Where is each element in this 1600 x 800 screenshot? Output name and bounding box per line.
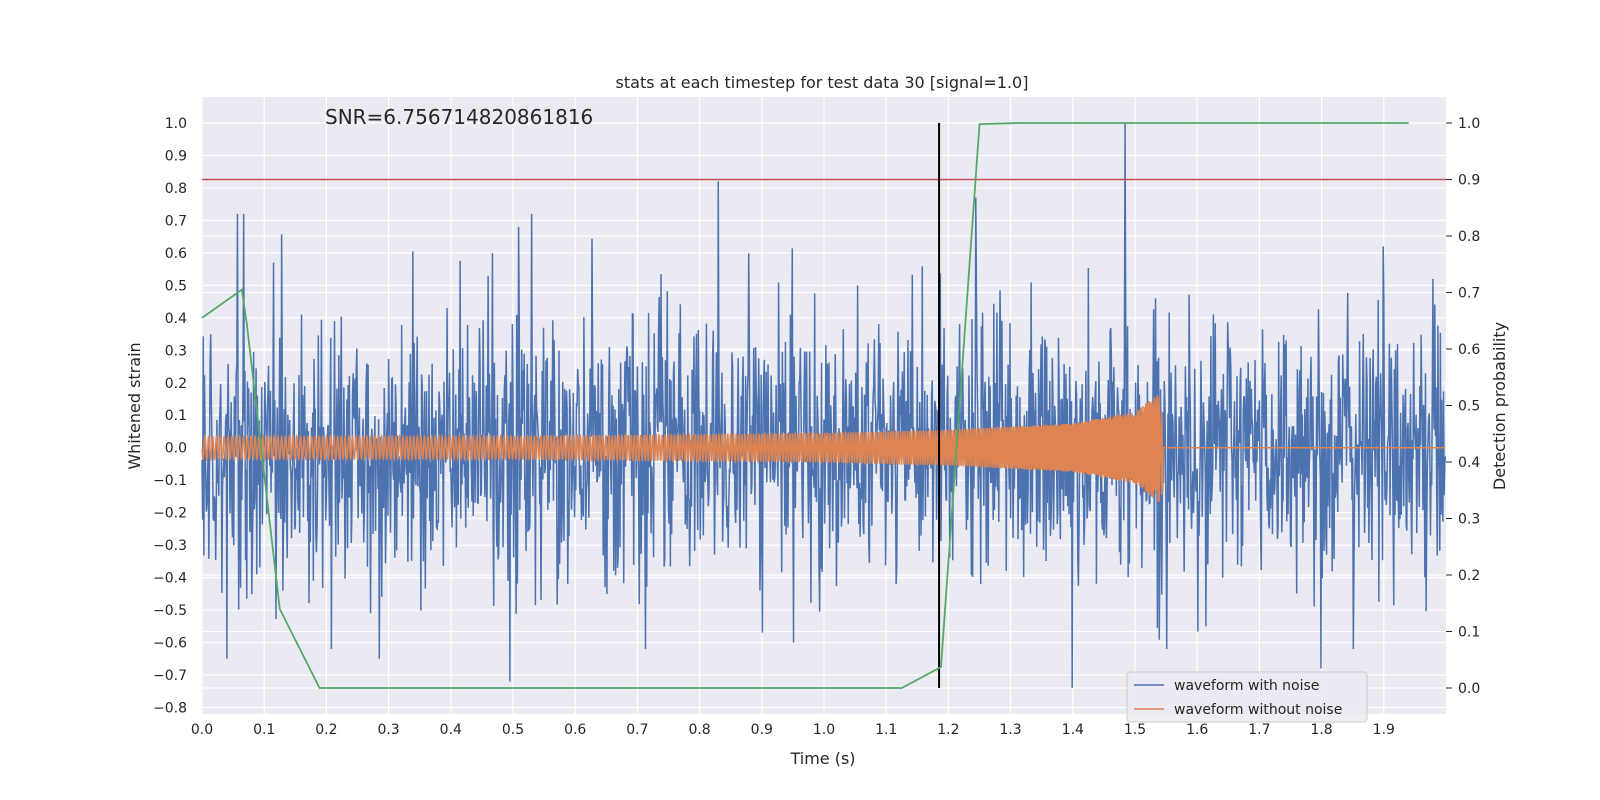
y2-tick-label: 0.2 <box>1458 568 1480 584</box>
y2-tick-label: 0.0 <box>1458 681 1480 697</box>
x-tick-label: 0.8 <box>688 722 710 738</box>
series-detection-probability <box>201 122 1409 689</box>
y-tick-label: 0.2 <box>165 376 187 392</box>
y2-tick-label: 0.7 <box>1458 285 1480 301</box>
y-tick-label: 0.1 <box>165 408 187 424</box>
x-tick-label: 1.2 <box>937 722 959 738</box>
y2-tick-label: 0.5 <box>1458 399 1480 415</box>
y-tick-label: 0.9 <box>165 148 187 164</box>
y-tick-label: −0.5 <box>153 603 187 619</box>
y-tick-label: −0.8 <box>153 701 187 717</box>
y-tick-label: 0.0 <box>165 441 187 457</box>
y2-axis-title: Detection probability <box>1490 322 1509 490</box>
legend: waveform with noise waveform without noi… <box>1126 671 1368 723</box>
x-tick-label: 0.1 <box>253 722 275 738</box>
y-tick-label: 0.7 <box>165 213 187 229</box>
y2-tick-label: 0.4 <box>1458 455 1480 471</box>
y2-tick-label: 0.8 <box>1458 229 1480 245</box>
y-tick-label: 0.5 <box>165 278 187 294</box>
x-tick-label: 1.7 <box>1248 722 1270 738</box>
x-tick-label: 0.0 <box>191 722 213 738</box>
x-tick-label: 1.1 <box>875 722 897 738</box>
y-axis-title: Whitened strain <box>125 342 144 469</box>
y-tick-label: 0.4 <box>165 311 187 327</box>
y2-tick-label: 0.6 <box>1458 342 1480 358</box>
y-tick-label: −0.7 <box>153 668 187 684</box>
x-tick-label: 0.3 <box>377 722 399 738</box>
y-tick-label: −0.1 <box>153 473 187 489</box>
y2-tick-label: 1.0 <box>1458 116 1480 132</box>
legend-label-clean: waveform without noise <box>1174 702 1342 718</box>
y2-tick-label: 0.9 <box>1458 172 1480 188</box>
y2-tick-label: 0.3 <box>1458 512 1480 528</box>
y2-axis-ticks: 0.0 0.1 0.2 0.3 0.4 0.5 0.6 0.7 0.8 0.9 1.0 <box>1446 116 1480 697</box>
waveform-without-noise-line <box>201 394 1446 503</box>
x-tick-label: 1.6 <box>1186 722 1208 738</box>
x-axis-title: Time (s) <box>789 749 855 768</box>
x-tick-label: 0.5 <box>502 722 524 738</box>
legend-label-noisy: waveform with noise <box>1174 678 1319 694</box>
x-axis-ticks: 0.0 0.1 0.2 0.3 0.4 0.5 0.6 0.7 0.8 0.9 1.0 1.1 1.2 1… <box>191 722 1395 738</box>
y-tick-label: 0.3 <box>165 343 187 359</box>
detection-probability-line <box>201 122 1409 689</box>
y-tick-label: −0.2 <box>153 506 187 522</box>
y-tick-label: 1.0 <box>165 116 187 132</box>
y-tick-label: 0.8 <box>165 181 187 197</box>
y-tick-label: −0.4 <box>153 571 187 587</box>
x-tick-label: 0.4 <box>440 722 462 738</box>
x-tick-label: 1.4 <box>1062 722 1084 738</box>
legend-box <box>1126 671 1368 723</box>
x-tick-label: 1.0 <box>813 722 835 738</box>
chart-title: stats at each timestep for test data 30 … <box>616 73 1029 92</box>
y-tick-label: 0.6 <box>165 246 187 262</box>
series-waveform-without-noise <box>201 394 1446 503</box>
y-tick-label: −0.3 <box>153 538 187 554</box>
x-tick-label: 1.3 <box>999 722 1021 738</box>
y-axis-ticks: −0.8 −0.7 −0.6 −0.5 −0.4 −0.3 −0.2 −0.1 0.0 0.1 0.… <box>153 116 187 717</box>
x-tick-label: 1.8 <box>1310 722 1332 738</box>
x-tick-label: 0.7 <box>626 722 648 738</box>
x-tick-label: 0.6 <box>564 722 586 738</box>
x-tick-label: 0.2 <box>315 722 337 738</box>
snr-annotation: SNR=6.756714820861816 <box>325 105 593 129</box>
y-tick-label: −0.6 <box>153 636 187 652</box>
x-tick-label: 0.9 <box>751 722 773 738</box>
x-tick-label: 1.5 <box>1124 722 1146 738</box>
y2-tick-label: 0.1 <box>1458 625 1480 641</box>
reference-lines <box>202 122 1446 689</box>
x-tick-label: 1.9 <box>1373 722 1395 738</box>
